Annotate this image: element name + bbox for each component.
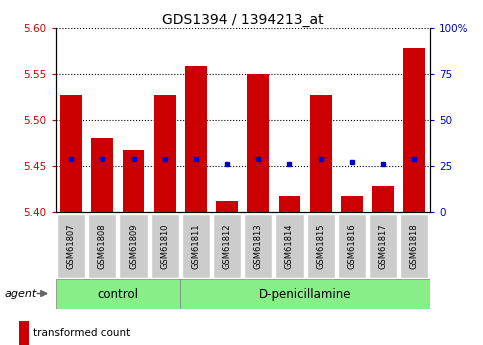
Text: GSM61815: GSM61815 — [316, 223, 325, 268]
Bar — [19, 321, 29, 345]
Title: GDS1394 / 1394213_at: GDS1394 / 1394213_at — [162, 12, 324, 27]
Bar — [247, 74, 269, 212]
FancyBboxPatch shape — [244, 214, 272, 278]
Bar — [310, 95, 332, 212]
Text: agent: agent — [4, 288, 37, 298]
Text: GSM61807: GSM61807 — [67, 223, 76, 269]
Bar — [372, 186, 394, 212]
Text: D-penicillamine: D-penicillamine — [259, 288, 351, 300]
Text: GSM61812: GSM61812 — [223, 223, 232, 268]
Bar — [216, 201, 238, 212]
Bar — [279, 196, 300, 212]
Bar — [91, 138, 113, 212]
FancyBboxPatch shape — [307, 214, 335, 278]
Bar — [403, 48, 425, 212]
Bar — [60, 95, 82, 212]
FancyBboxPatch shape — [88, 214, 116, 278]
Bar — [185, 66, 207, 212]
FancyBboxPatch shape — [182, 214, 210, 278]
FancyBboxPatch shape — [56, 279, 180, 309]
FancyBboxPatch shape — [400, 214, 428, 278]
FancyBboxPatch shape — [151, 214, 179, 278]
Text: GSM61808: GSM61808 — [98, 223, 107, 269]
FancyBboxPatch shape — [57, 214, 85, 278]
FancyBboxPatch shape — [369, 214, 397, 278]
Text: GSM61813: GSM61813 — [254, 223, 263, 269]
Text: GSM61811: GSM61811 — [191, 223, 200, 268]
Text: GSM61810: GSM61810 — [160, 223, 169, 268]
Text: GSM61809: GSM61809 — [129, 223, 138, 268]
Text: GSM61818: GSM61818 — [410, 223, 419, 269]
FancyBboxPatch shape — [180, 279, 430, 309]
FancyBboxPatch shape — [119, 214, 148, 278]
FancyBboxPatch shape — [275, 214, 303, 278]
Text: GSM61817: GSM61817 — [379, 223, 387, 269]
Text: transformed count: transformed count — [33, 328, 130, 338]
Bar — [154, 95, 176, 212]
Text: GSM61814: GSM61814 — [285, 223, 294, 268]
FancyBboxPatch shape — [338, 214, 366, 278]
FancyBboxPatch shape — [213, 214, 241, 278]
Bar — [123, 150, 144, 212]
Text: GSM61816: GSM61816 — [347, 223, 356, 269]
Text: control: control — [98, 288, 139, 300]
Bar — [341, 196, 363, 212]
